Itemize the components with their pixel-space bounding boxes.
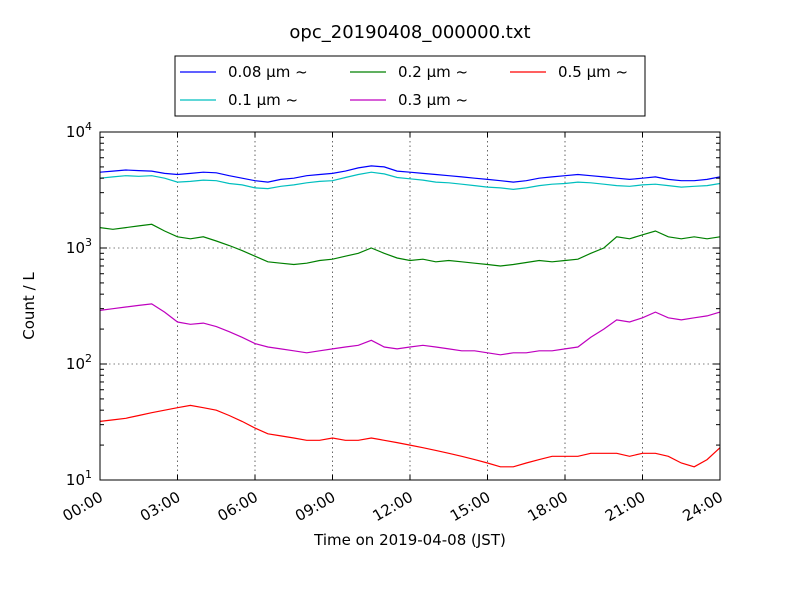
x-tick-label: 21:00 <box>602 488 648 525</box>
legend-label-2: 0.2 μm ~ <box>398 63 468 81</box>
chart-title: opc_20190408_000000.txt <box>289 22 530 43</box>
legend-label-1: 0.1 μm ~ <box>228 91 298 109</box>
legend-box <box>174 55 646 117</box>
y-tick-label: 104 <box>66 120 92 141</box>
legend-label-3: 0.3 μm ~ <box>398 91 468 109</box>
x-tick-label: 24:00 <box>680 488 726 525</box>
y-tick-label: 101 <box>66 468 92 489</box>
legend: 0.08 μm ~ 0.1 μm ~ 0.2 μm ~ 0.3 μm ~ 0.5 μm … <box>174 55 646 117</box>
series-line-3 <box>99 303 721 356</box>
y-tick-label: 103 <box>66 236 92 257</box>
x-tick-label: 12:00 <box>370 488 416 525</box>
y-axis-ticks: 101 102 103 104 <box>66 120 720 489</box>
series-line-1 <box>99 171 721 191</box>
x-tick-label: 00:00 <box>60 488 106 525</box>
x-axis-ticks: 00:00 03:00 06:00 09:00 12:00 15:00 18:00 21:00… <box>60 132 726 525</box>
x-tick-label: 03:00 <box>137 488 183 525</box>
x-tick-label: 18:00 <box>525 488 571 525</box>
legend-label-4: 0.5 μm ~ <box>558 63 628 81</box>
x-tick-label: 09:00 <box>292 488 338 525</box>
x-tick-label: 06:00 <box>215 488 261 525</box>
y-axis-label: Count / L <box>20 272 38 340</box>
series-line-2 <box>99 223 721 267</box>
series-line-0 <box>99 165 721 183</box>
series-lines <box>99 165 721 468</box>
x-axis-label: Time on 2019-04-08 (JST) <box>313 531 506 549</box>
legend-label-0: 0.08 μm ~ <box>228 63 308 81</box>
grid <box>100 132 720 480</box>
plot-frame <box>99 131 721 481</box>
series-line-4 <box>99 404 721 468</box>
x-tick-label: 15:00 <box>447 488 493 525</box>
y-tick-label: 102 <box>66 352 92 373</box>
